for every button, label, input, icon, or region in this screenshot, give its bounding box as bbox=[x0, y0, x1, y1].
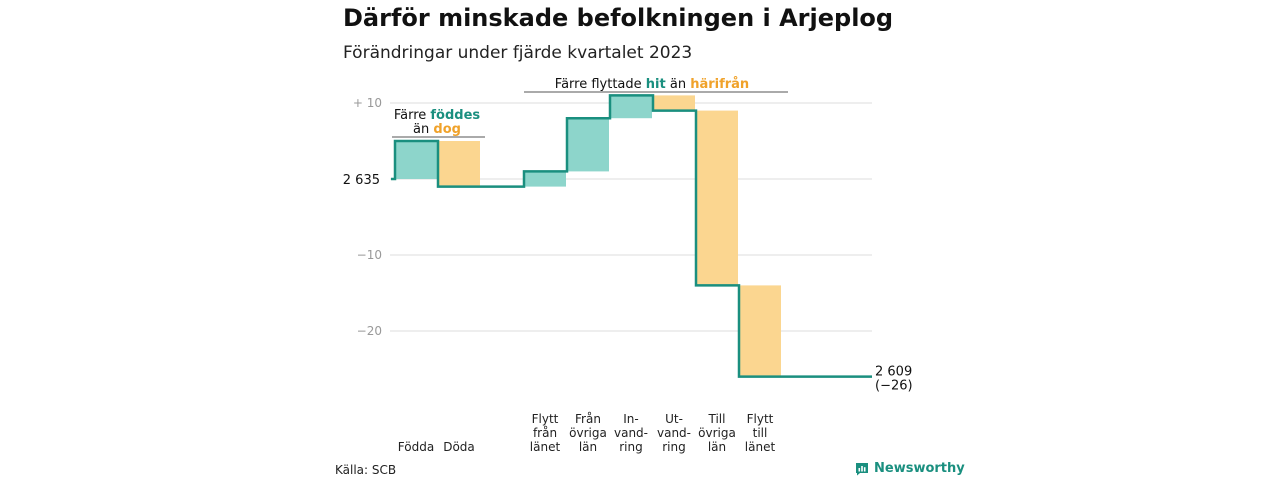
brand-logo: Newsworthy bbox=[855, 461, 965, 476]
births-annotation: Färre föddes bbox=[394, 108, 481, 123]
waterfall-bar bbox=[696, 110, 738, 286]
moves-annotation-pre: Färre flyttade bbox=[555, 77, 646, 92]
category-label: länet bbox=[530, 440, 561, 454]
moves-annotation-mid: än bbox=[666, 77, 690, 92]
chart-subtitle: Förändringar under fjärde kvartalet 2023 bbox=[343, 43, 693, 63]
category-label: från bbox=[533, 426, 557, 440]
brand-name: Newsworthy bbox=[874, 461, 965, 476]
category-label: länet bbox=[745, 440, 776, 454]
category-label: ring bbox=[619, 440, 643, 454]
waterfall-bar bbox=[653, 95, 695, 111]
waterfall-bar bbox=[610, 95, 652, 119]
chart-title: Därför minskade befolkningen i Arjeplog bbox=[343, 4, 894, 32]
category-label: län bbox=[579, 440, 597, 454]
category-label: ring bbox=[662, 440, 686, 454]
births-annotation-dog: dog bbox=[433, 122, 461, 137]
waterfall-bar bbox=[438, 141, 480, 187]
waterfall-bar bbox=[524, 171, 566, 187]
y-tick-label: −10 bbox=[357, 248, 382, 262]
category-label: Döda bbox=[443, 440, 475, 454]
start-value-label: 2 635 bbox=[343, 173, 380, 188]
category-label: län bbox=[708, 440, 726, 454]
cumulative-step-line bbox=[391, 94, 872, 378]
end-value-label: 2 609 bbox=[875, 365, 912, 380]
y-tick-label: + 10 bbox=[353, 96, 382, 110]
births-annotation-pre: Färre bbox=[394, 108, 431, 123]
end-change-label: (−26) bbox=[875, 379, 913, 394]
moves-annotation: Färre flyttade hit än härifrån bbox=[555, 77, 749, 92]
category-label: vand- bbox=[657, 426, 691, 440]
source-label: Källa: SCB bbox=[335, 463, 397, 477]
category-label: Till bbox=[708, 412, 726, 426]
category-label: Ut- bbox=[665, 412, 683, 426]
category-label: In- bbox=[623, 412, 638, 426]
category-label: Födda bbox=[398, 440, 434, 454]
category-label: vand- bbox=[614, 426, 648, 440]
newsworthy-logo-icon bbox=[856, 462, 868, 475]
category-label: övriga bbox=[698, 426, 736, 440]
births-annotation-mid: än bbox=[413, 122, 433, 137]
category-label: Från bbox=[575, 412, 601, 426]
moves-annotation-harifran: härifrån bbox=[690, 77, 749, 92]
waterfall-bar bbox=[739, 285, 781, 377]
births-annotation-hit: föddes bbox=[430, 108, 480, 123]
category-label: Flytt bbox=[747, 412, 774, 426]
births-annotation-line2: än dog bbox=[413, 122, 461, 137]
category-label: övriga bbox=[569, 426, 607, 440]
y-tick-label: −20 bbox=[357, 324, 382, 338]
moves-annotation-hit: hit bbox=[646, 77, 666, 92]
waterfall-bar bbox=[567, 118, 609, 172]
waterfall-bar bbox=[395, 141, 437, 179]
category-label: till bbox=[753, 426, 768, 440]
category-label: Flytt bbox=[532, 412, 559, 426]
